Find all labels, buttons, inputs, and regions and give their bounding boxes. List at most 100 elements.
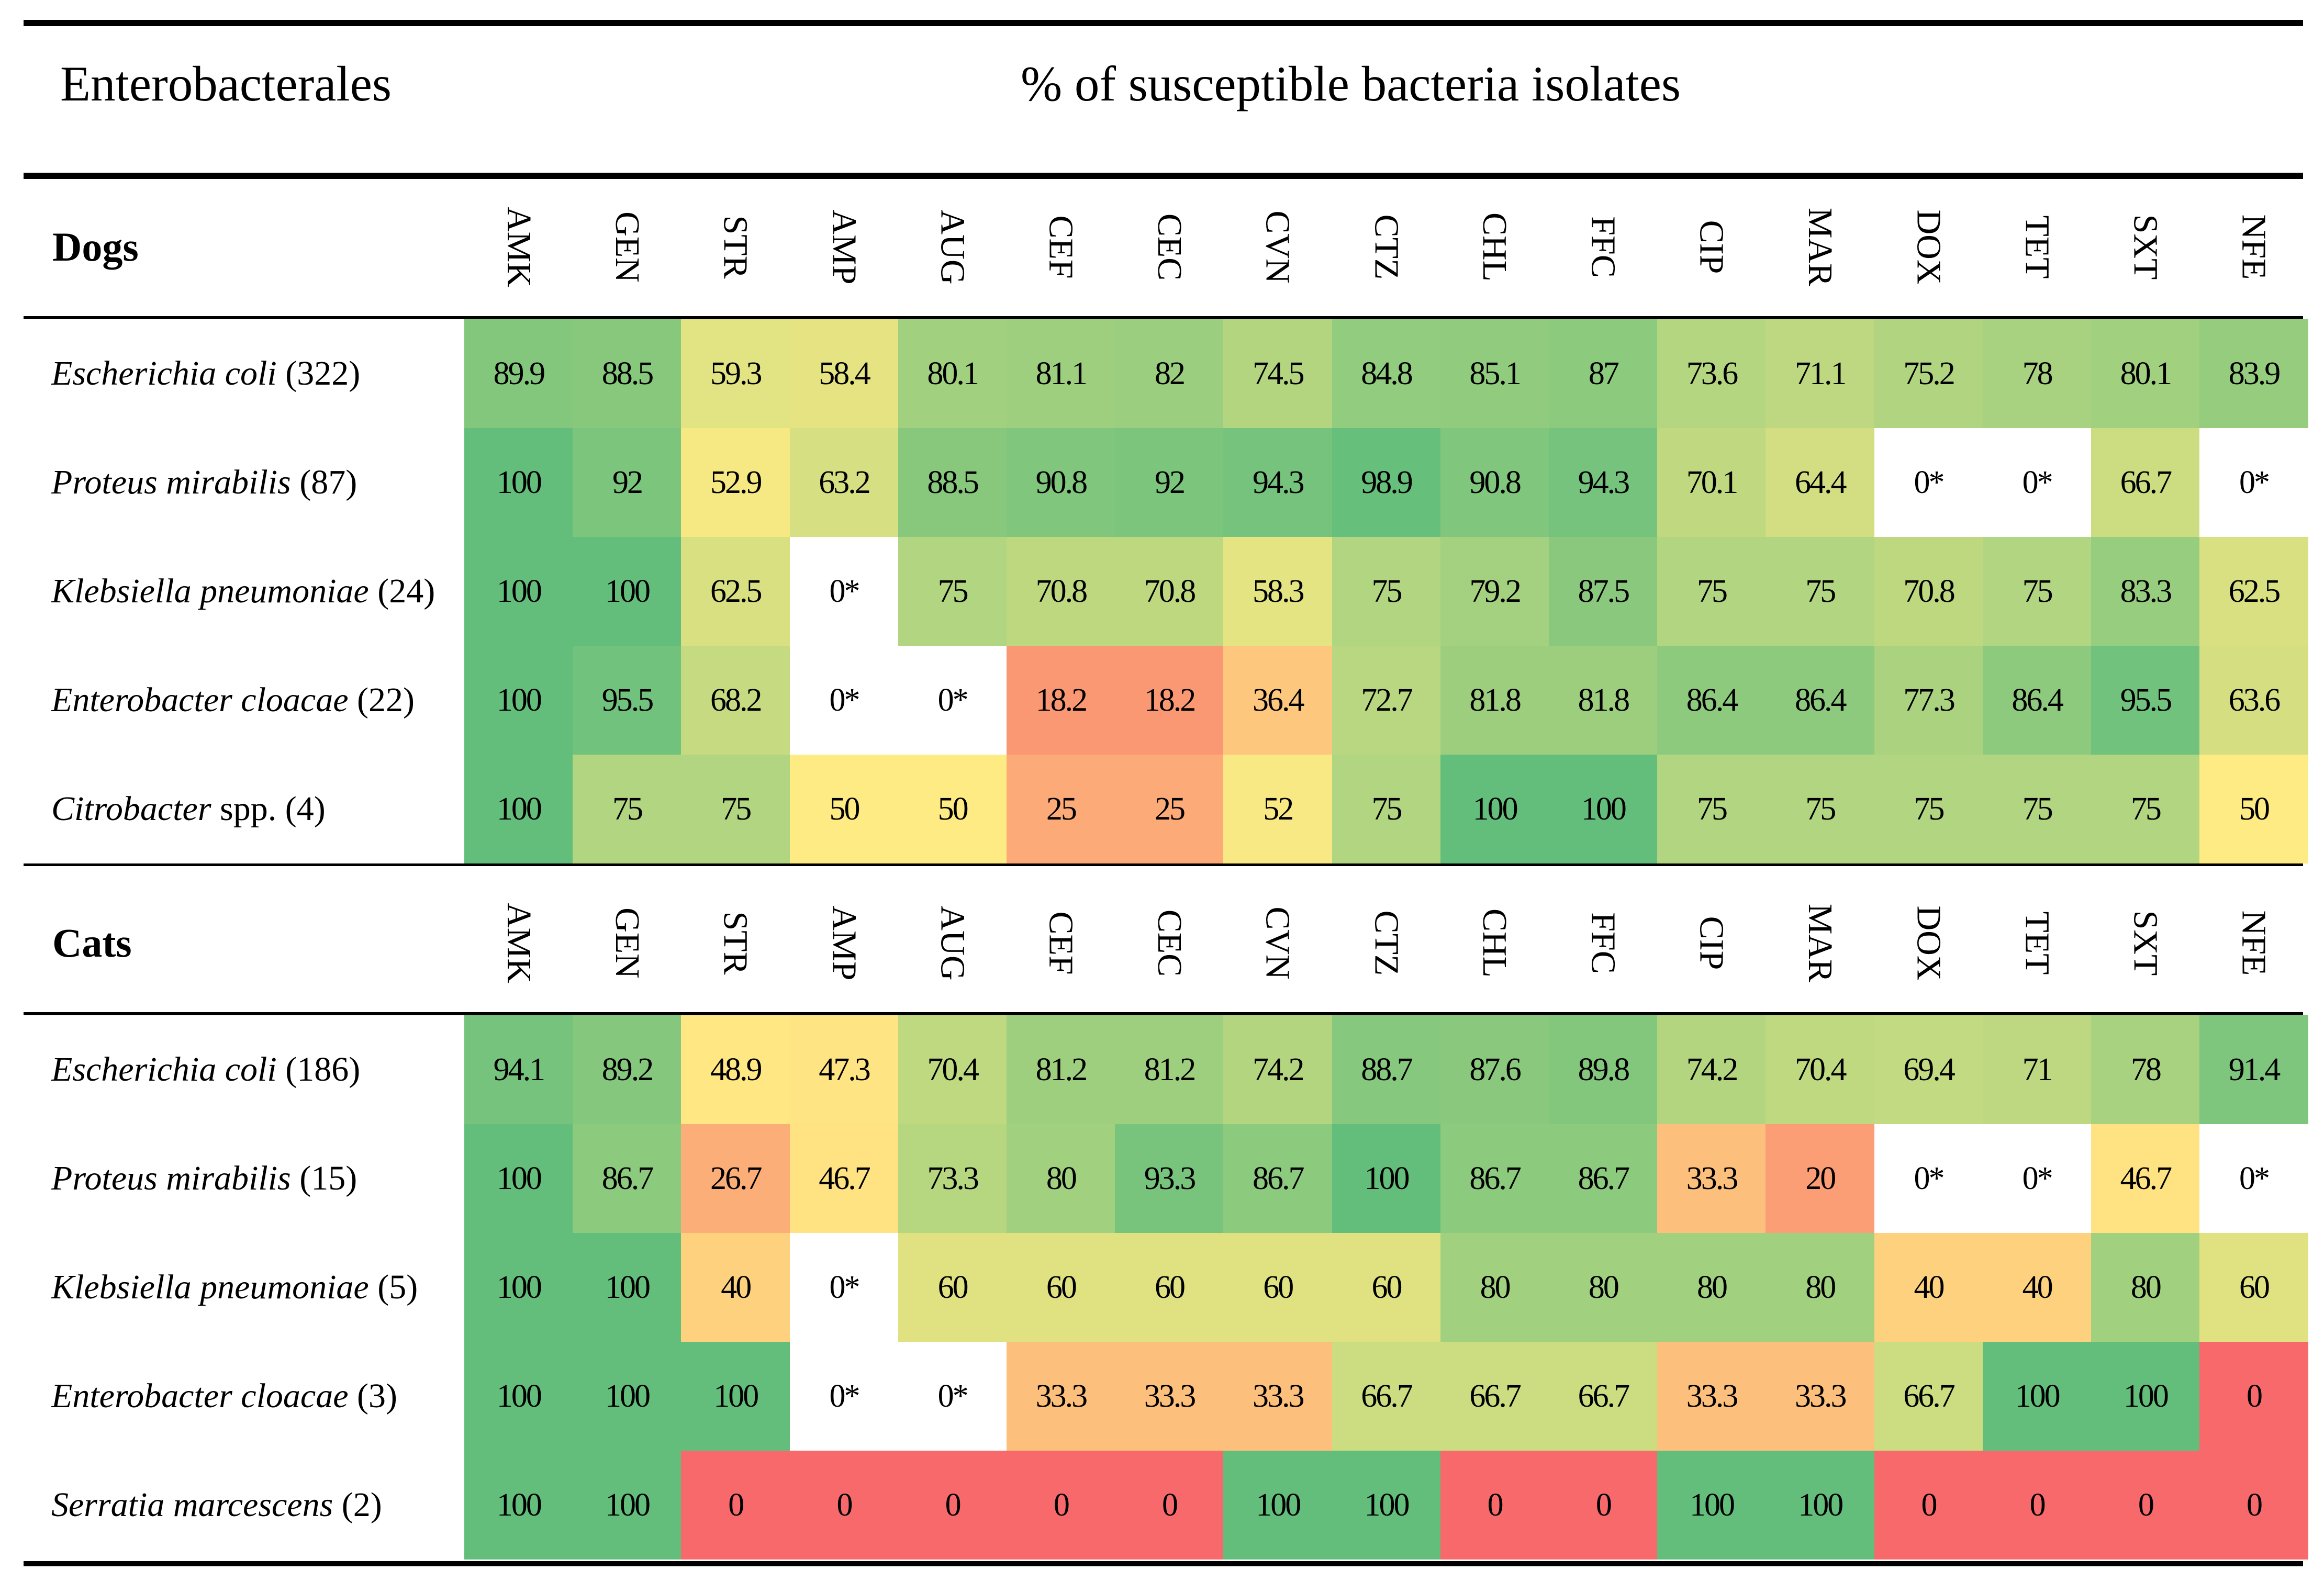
table-cell: 100 xyxy=(1657,1451,1766,1560)
table-cell: 100 xyxy=(1332,1124,1441,1233)
table-cell: 0 xyxy=(898,1451,1007,1560)
table-cell: 0* xyxy=(789,537,899,646)
column-header: STR xyxy=(704,195,767,299)
table-cell: 0* xyxy=(1982,1124,2092,1233)
column-header: DOX xyxy=(1897,891,1960,995)
table-cell: 50 xyxy=(898,755,1007,863)
column-header-text: CHL xyxy=(1476,212,1514,282)
column-header: GEN xyxy=(596,891,658,995)
table-cell: 88.5 xyxy=(573,319,681,428)
table-cell: 50 xyxy=(2199,755,2308,863)
table-cell: 84.8 xyxy=(1332,319,1441,428)
row-label: Klebsiella pneumoniae (5) xyxy=(51,1233,418,1342)
row-label: Enterobacter cloacae (3) xyxy=(51,1342,397,1451)
table-cell: 75 xyxy=(2091,755,2200,863)
column-header-text: STR xyxy=(717,215,755,279)
table-cell: 100 xyxy=(1982,1342,2092,1451)
column-header-text: STR xyxy=(717,911,755,975)
table-cell: 70.8 xyxy=(1115,537,1224,646)
column-header-text: MAR xyxy=(1801,903,1839,983)
column-header-text: AMK xyxy=(499,206,538,288)
column-header-text: AMK xyxy=(499,902,538,984)
table-cell: 68.2 xyxy=(681,646,790,755)
table-cell: 60 xyxy=(898,1233,1007,1342)
table-cell: 86.4 xyxy=(1982,646,2092,755)
column-header: MAR xyxy=(1789,891,1851,995)
table-cell: 0* xyxy=(1874,1124,1983,1233)
column-header-text: CIP xyxy=(1692,916,1731,970)
column-header-text: AUG xyxy=(933,905,972,981)
column-header: CIP xyxy=(1680,195,1743,299)
column-header: TET xyxy=(2005,195,2068,299)
species-name: Escherichia coli xyxy=(51,354,277,392)
table-cell: 80.1 xyxy=(898,319,1007,428)
table-cell: 100 xyxy=(464,1342,573,1451)
column-header: CHL xyxy=(1463,891,1526,995)
table-cell: 100 xyxy=(1766,1451,1875,1560)
column-header: CTZ xyxy=(1355,891,1417,995)
section-label-cats: Cats xyxy=(52,920,132,966)
isolate-count: (3) xyxy=(348,1377,397,1415)
table-cell: 79.2 xyxy=(1440,537,1549,646)
table-cell: 92 xyxy=(1115,428,1224,537)
table-cell: 94.3 xyxy=(1223,428,1333,537)
table-title: % of susceptible bacteria isolates xyxy=(1021,56,1681,111)
table-cell: 63.2 xyxy=(789,428,899,537)
table-cell: 80 xyxy=(1007,1124,1115,1233)
table-cell: 100 xyxy=(464,755,573,863)
table-cell: 82 xyxy=(1115,319,1224,428)
table-cell: 46.7 xyxy=(2091,1124,2200,1233)
column-header-text: CTZ xyxy=(1367,214,1406,280)
column-header-text: CIP xyxy=(1692,220,1731,274)
row-label: Escherichia coli (186) xyxy=(51,1015,360,1124)
table-cell: 60 xyxy=(1223,1233,1333,1342)
table-cell: 0* xyxy=(789,1342,899,1451)
table-cell: 40 xyxy=(1982,1233,2092,1342)
isolate-count: (5) xyxy=(368,1268,418,1306)
isolate-count: (322) xyxy=(276,354,361,392)
table-cell: 100 xyxy=(1223,1451,1333,1560)
table-cell: 0* xyxy=(898,1342,1007,1451)
table-cell: 87.5 xyxy=(1549,537,1658,646)
column-header-text: SXT xyxy=(2126,214,2165,280)
species-name: Serratia marcescens xyxy=(51,1486,333,1524)
column-header-text: CVN xyxy=(1259,906,1298,980)
table-cell: 100 xyxy=(573,1342,681,1451)
table-cell: 71 xyxy=(1982,1015,2092,1124)
table-cell: 100 xyxy=(1332,1451,1441,1560)
column-header: AMK xyxy=(487,891,550,995)
table-cell: 93.3 xyxy=(1115,1124,1224,1233)
table-cell: 18.2 xyxy=(1007,646,1115,755)
table-cell: 89.8 xyxy=(1549,1015,1658,1124)
table-cell: 90.8 xyxy=(1007,428,1115,537)
species-name: Citrobacter xyxy=(51,790,211,828)
row-label: Escherichia coli (322) xyxy=(51,319,360,428)
column-header-text: SXT xyxy=(2126,910,2165,976)
table-cell: 81.1 xyxy=(1007,319,1115,428)
table-cell: 0 xyxy=(1874,1451,1983,1560)
table-cell: 40 xyxy=(1874,1233,1983,1342)
table-cell: 80 xyxy=(1549,1233,1658,1342)
table-cell: 90.8 xyxy=(1440,428,1549,537)
table-cell: 0 xyxy=(681,1451,790,1560)
table-cell: 0 xyxy=(1982,1451,2092,1560)
table-cell: 71.1 xyxy=(1766,319,1875,428)
species-name: Klebsiella pneumoniae xyxy=(51,572,369,610)
section-header-rule xyxy=(24,316,2303,319)
table-cell: 100 xyxy=(2091,1342,2200,1451)
table-cell: 86.7 xyxy=(1440,1124,1549,1233)
table-cell: 86.7 xyxy=(1223,1124,1333,1233)
table-cell: 47.3 xyxy=(789,1015,899,1124)
column-header: CEF xyxy=(1030,195,1092,299)
table-cell: 0 xyxy=(1549,1451,1658,1560)
column-header-text: GEN xyxy=(608,907,646,979)
table-cell: 81.8 xyxy=(1549,646,1658,755)
table-cell: 100 xyxy=(1549,755,1658,863)
table-cell: 52 xyxy=(1223,755,1333,863)
table-cell: 58.4 xyxy=(789,319,899,428)
table-cell: 70.8 xyxy=(1874,537,1983,646)
table-cell: 60 xyxy=(2199,1233,2308,1342)
column-header: FFC xyxy=(1572,891,1635,995)
table-cell: 66.7 xyxy=(2091,428,2200,537)
